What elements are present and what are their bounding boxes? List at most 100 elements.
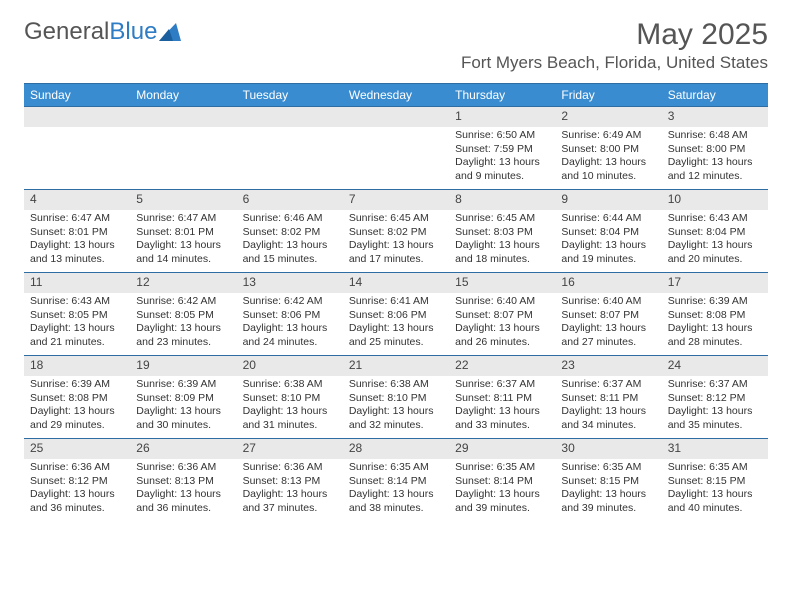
daylight: Daylight: 13 hours and 18 minutes. xyxy=(455,239,549,266)
day-number: 11 xyxy=(24,273,130,293)
daylight: Daylight: 13 hours and 29 minutes. xyxy=(30,405,124,432)
day-number: 16 xyxy=(555,273,661,293)
sun-info: Sunrise: 6:39 AMSunset: 8:08 PMDaylight:… xyxy=(668,295,762,350)
day-number: 24 xyxy=(662,356,768,376)
sunrise: Sunrise: 6:36 AM xyxy=(136,461,230,475)
day-cell: 25Sunrise: 6:36 AMSunset: 8:12 PMDayligh… xyxy=(24,439,130,521)
sunset: Sunset: 8:00 PM xyxy=(668,143,762,157)
sun-info: Sunrise: 6:36 AMSunset: 8:13 PMDaylight:… xyxy=(136,461,230,516)
location: Fort Myers Beach, Florida, United States xyxy=(461,53,768,73)
sunset: Sunset: 8:05 PM xyxy=(30,309,124,323)
day-cell: 2Sunrise: 6:49 AMSunset: 8:00 PMDaylight… xyxy=(555,107,661,189)
sunrise: Sunrise: 6:39 AM xyxy=(136,378,230,392)
day-cell xyxy=(24,107,130,189)
sunrise: Sunrise: 6:36 AM xyxy=(30,461,124,475)
day-number xyxy=(130,107,236,127)
day-cell xyxy=(130,107,236,189)
sunrise: Sunrise: 6:40 AM xyxy=(561,295,655,309)
day-cell: 24Sunrise: 6:37 AMSunset: 8:12 PMDayligh… xyxy=(662,356,768,438)
sunrise: Sunrise: 6:47 AM xyxy=(136,212,230,226)
day-cell: 9Sunrise: 6:44 AMSunset: 8:04 PMDaylight… xyxy=(555,190,661,272)
dayname-5: Friday xyxy=(555,84,661,106)
daylight: Daylight: 13 hours and 30 minutes. xyxy=(136,405,230,432)
week-row: 11Sunrise: 6:43 AMSunset: 8:05 PMDayligh… xyxy=(24,272,768,355)
day-cell: 31Sunrise: 6:35 AMSunset: 8:15 PMDayligh… xyxy=(662,439,768,521)
sunrise: Sunrise: 6:46 AM xyxy=(243,212,337,226)
sunset: Sunset: 8:13 PM xyxy=(136,475,230,489)
daylight: Daylight: 13 hours and 23 minutes. xyxy=(136,322,230,349)
day-cell: 27Sunrise: 6:36 AMSunset: 8:13 PMDayligh… xyxy=(237,439,343,521)
day-number: 2 xyxy=(555,107,661,127)
day-number: 28 xyxy=(343,439,449,459)
daylight: Daylight: 13 hours and 39 minutes. xyxy=(455,488,549,515)
sunset: Sunset: 8:01 PM xyxy=(30,226,124,240)
sunrise: Sunrise: 6:41 AM xyxy=(349,295,443,309)
daylight: Daylight: 13 hours and 25 minutes. xyxy=(349,322,443,349)
sun-info: Sunrise: 6:50 AMSunset: 7:59 PMDaylight:… xyxy=(455,129,549,184)
daylight: Daylight: 13 hours and 39 minutes. xyxy=(561,488,655,515)
day-number: 14 xyxy=(343,273,449,293)
day-number: 20 xyxy=(237,356,343,376)
day-cell: 5Sunrise: 6:47 AMSunset: 8:01 PMDaylight… xyxy=(130,190,236,272)
sunrise: Sunrise: 6:35 AM xyxy=(455,461,549,475)
dayname-3: Wednesday xyxy=(343,84,449,106)
sun-info: Sunrise: 6:35 AMSunset: 8:15 PMDaylight:… xyxy=(561,461,655,516)
day-cell: 26Sunrise: 6:36 AMSunset: 8:13 PMDayligh… xyxy=(130,439,236,521)
logo-text2: Blue xyxy=(109,18,157,46)
daylight: Daylight: 13 hours and 36 minutes. xyxy=(136,488,230,515)
day-cell: 10Sunrise: 6:43 AMSunset: 8:04 PMDayligh… xyxy=(662,190,768,272)
sun-info: Sunrise: 6:37 AMSunset: 8:11 PMDaylight:… xyxy=(455,378,549,433)
sun-info: Sunrise: 6:42 AMSunset: 8:06 PMDaylight:… xyxy=(243,295,337,350)
daynames-row: SundayMondayTuesdayWednesdayThursdayFrid… xyxy=(24,84,768,106)
sun-info: Sunrise: 6:38 AMSunset: 8:10 PMDaylight:… xyxy=(243,378,337,433)
sunset: Sunset: 8:04 PM xyxy=(561,226,655,240)
sunset: Sunset: 8:07 PM xyxy=(561,309,655,323)
sunset: Sunset: 8:08 PM xyxy=(668,309,762,323)
sun-info: Sunrise: 6:45 AMSunset: 8:02 PMDaylight:… xyxy=(349,212,443,267)
sunrise: Sunrise: 6:48 AM xyxy=(668,129,762,143)
day-cell: 3Sunrise: 6:48 AMSunset: 8:00 PMDaylight… xyxy=(662,107,768,189)
sunset: Sunset: 8:15 PM xyxy=(668,475,762,489)
day-number: 17 xyxy=(662,273,768,293)
day-number: 4 xyxy=(24,190,130,210)
day-number: 19 xyxy=(130,356,236,376)
sunset: Sunset: 8:06 PM xyxy=(349,309,443,323)
sun-info: Sunrise: 6:45 AMSunset: 8:03 PMDaylight:… xyxy=(455,212,549,267)
sun-info: Sunrise: 6:44 AMSunset: 8:04 PMDaylight:… xyxy=(561,212,655,267)
daylight: Daylight: 13 hours and 26 minutes. xyxy=(455,322,549,349)
dayname-4: Thursday xyxy=(449,84,555,106)
logo: GeneralBlue xyxy=(24,18,181,46)
sunset: Sunset: 8:11 PM xyxy=(455,392,549,406)
sunrise: Sunrise: 6:43 AM xyxy=(668,212,762,226)
day-number: 29 xyxy=(449,439,555,459)
sun-info: Sunrise: 6:47 AMSunset: 8:01 PMDaylight:… xyxy=(136,212,230,267)
sunset: Sunset: 8:02 PM xyxy=(243,226,337,240)
daylight: Daylight: 13 hours and 24 minutes. xyxy=(243,322,337,349)
sunset: Sunset: 8:10 PM xyxy=(243,392,337,406)
day-cell: 12Sunrise: 6:42 AMSunset: 8:05 PMDayligh… xyxy=(130,273,236,355)
day-number: 23 xyxy=(555,356,661,376)
calendar: SundayMondayTuesdayWednesdayThursdayFrid… xyxy=(24,83,768,521)
sunrise: Sunrise: 6:42 AM xyxy=(243,295,337,309)
daylight: Daylight: 13 hours and 33 minutes. xyxy=(455,405,549,432)
sunrise: Sunrise: 6:38 AM xyxy=(243,378,337,392)
sunset: Sunset: 8:12 PM xyxy=(668,392,762,406)
sun-info: Sunrise: 6:47 AMSunset: 8:01 PMDaylight:… xyxy=(30,212,124,267)
day-cell: 8Sunrise: 6:45 AMSunset: 8:03 PMDaylight… xyxy=(449,190,555,272)
day-number: 22 xyxy=(449,356,555,376)
daylight: Daylight: 13 hours and 12 minutes. xyxy=(668,156,762,183)
sun-info: Sunrise: 6:41 AMSunset: 8:06 PMDaylight:… xyxy=(349,295,443,350)
day-number: 30 xyxy=(555,439,661,459)
sun-info: Sunrise: 6:49 AMSunset: 8:00 PMDaylight:… xyxy=(561,129,655,184)
day-number: 5 xyxy=(130,190,236,210)
logo-icon xyxy=(159,23,181,41)
sunrise: Sunrise: 6:45 AM xyxy=(349,212,443,226)
sun-info: Sunrise: 6:37 AMSunset: 8:12 PMDaylight:… xyxy=(668,378,762,433)
sunset: Sunset: 8:08 PM xyxy=(30,392,124,406)
sun-info: Sunrise: 6:38 AMSunset: 8:10 PMDaylight:… xyxy=(349,378,443,433)
sun-info: Sunrise: 6:39 AMSunset: 8:09 PMDaylight:… xyxy=(136,378,230,433)
day-number: 27 xyxy=(237,439,343,459)
daylight: Daylight: 13 hours and 13 minutes. xyxy=(30,239,124,266)
sunrise: Sunrise: 6:47 AM xyxy=(30,212,124,226)
dayname-1: Monday xyxy=(130,84,236,106)
